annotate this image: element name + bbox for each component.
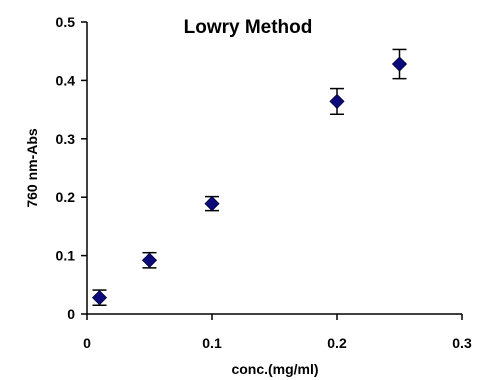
y-tick-label: 0.2	[56, 189, 76, 205]
data-point	[204, 195, 220, 212]
y-tick-label: 0.5	[56, 14, 76, 30]
data-points	[91, 48, 408, 306]
diamond-marker	[204, 196, 220, 212]
data-point	[391, 48, 408, 80]
diamond-marker	[141, 252, 158, 268]
x-tick-label: 0.3	[452, 335, 472, 351]
y-tick-label: 0.4	[56, 72, 76, 88]
diamond-marker	[391, 56, 408, 72]
x-ticks: 0 0.1 0.2 0.3	[83, 314, 472, 351]
y-axis-label: 760 nm-Abs	[24, 128, 40, 208]
diamond-marker	[91, 290, 108, 306]
data-point	[91, 289, 108, 306]
data-point	[141, 251, 158, 269]
diamond-marker	[329, 93, 345, 109]
x-tick-label: 0	[83, 335, 91, 351]
x-tick-label: 0.1	[202, 335, 222, 351]
data-point	[329, 87, 345, 116]
chart-title: Lowry Method	[184, 17, 313, 38]
y-tick-label: 0.1	[56, 248, 76, 264]
y-ticks: 0 0.1 0.2 0.3 0.4 0.5	[56, 14, 87, 322]
y-tick-label: 0	[67, 306, 75, 322]
x-tick-label: 0.2	[327, 335, 347, 351]
x-axis-label: conc.(mg/ml)	[231, 361, 318, 377]
y-tick-label: 0.3	[56, 131, 76, 147]
